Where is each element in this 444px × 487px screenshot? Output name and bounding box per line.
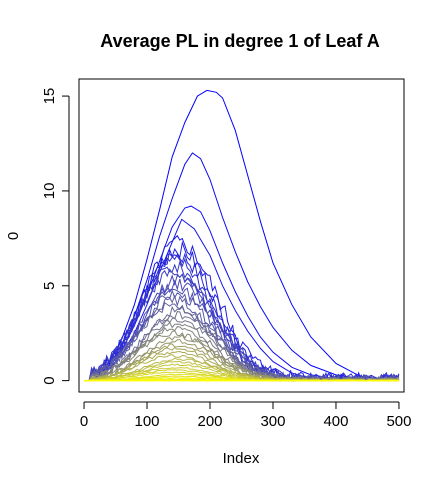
x-tick-label: 200 bbox=[197, 413, 222, 430]
x-axis-label: Index bbox=[223, 450, 260, 467]
y-tick-label: 5 bbox=[41, 282, 58, 290]
series-line-1 bbox=[84, 89, 400, 382]
chart-title: Average PL in degree 1 of Leaf A bbox=[100, 31, 379, 51]
series-line-2 bbox=[84, 152, 400, 382]
x-tick-label: 400 bbox=[323, 413, 348, 430]
x-tick-label: 500 bbox=[386, 413, 411, 430]
x-tick-label: 0 bbox=[80, 413, 88, 430]
y-tick-label: 10 bbox=[41, 183, 58, 200]
y-axis: 0 5 10 15 bbox=[41, 88, 70, 385]
x-axis: 0 100 200 300 400 500 bbox=[80, 401, 411, 430]
plot-box bbox=[78, 78, 405, 393]
x-tick-label: 300 bbox=[260, 413, 285, 430]
y-tick-label: 15 bbox=[41, 88, 58, 105]
x-tick-label: 100 bbox=[135, 413, 160, 430]
y-tick-label: 0 bbox=[41, 376, 58, 384]
y-axis-label: 0 bbox=[5, 232, 22, 240]
series-group bbox=[84, 89, 400, 383]
